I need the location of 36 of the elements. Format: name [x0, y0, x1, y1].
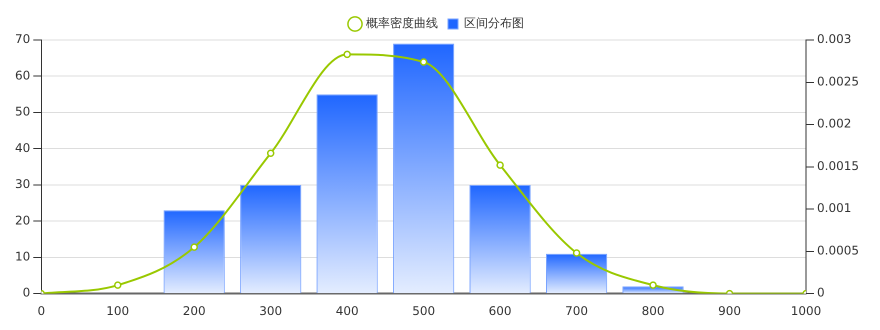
y2-tick-label: 0.0025 [817, 74, 860, 88]
y2-tick-label: 0.003 [817, 32, 852, 46]
x-tick-label: 800 [642, 304, 665, 318]
y2-tick-label: 0.0015 [817, 158, 860, 173]
y2-tick-label: 0.0005 [817, 243, 860, 258]
x-tick-label: 200 [182, 304, 206, 318]
point [649, 281, 657, 289]
point [343, 50, 351, 58]
legend-label: 区间分布图 [464, 16, 524, 30]
y-tick-label: 70 [14, 32, 30, 46]
x-tick-label: 100 [106, 304, 130, 318]
point [420, 58, 428, 66]
y-tick-label: 30 [14, 177, 30, 192]
point [190, 243, 198, 251]
y-tick-label: 20 [14, 213, 30, 228]
x-tick-label: 600 [488, 304, 512, 318]
x-tick-label: 0 [37, 304, 46, 318]
y-tick-label: 50 [14, 104, 30, 119]
y2-tick-label: 0.002 [817, 116, 852, 131]
x-tick-label: 900 [718, 304, 741, 318]
y-tick-label: 0 [22, 286, 30, 300]
x-tick-label: 400 [336, 304, 359, 318]
y2-tick-label: 0 [817, 286, 825, 300]
point [114, 281, 122, 289]
point [496, 161, 504, 169]
y-tick-label: 40 [14, 140, 30, 155]
y2-tick-label: 0.001 [817, 201, 852, 216]
x-tick-label: 500 [412, 304, 436, 318]
legend-label: 概率密度曲线 [366, 16, 438, 30]
point [266, 150, 274, 158]
point [572, 249, 580, 257]
x-tick-label: 300 [259, 304, 282, 318]
x-tick-label: 1000 [790, 304, 822, 318]
x-tick-label: 700 [565, 304, 588, 318]
y-tick-label: 60 [14, 68, 30, 82]
y-tick-label: 10 [14, 249, 30, 264]
